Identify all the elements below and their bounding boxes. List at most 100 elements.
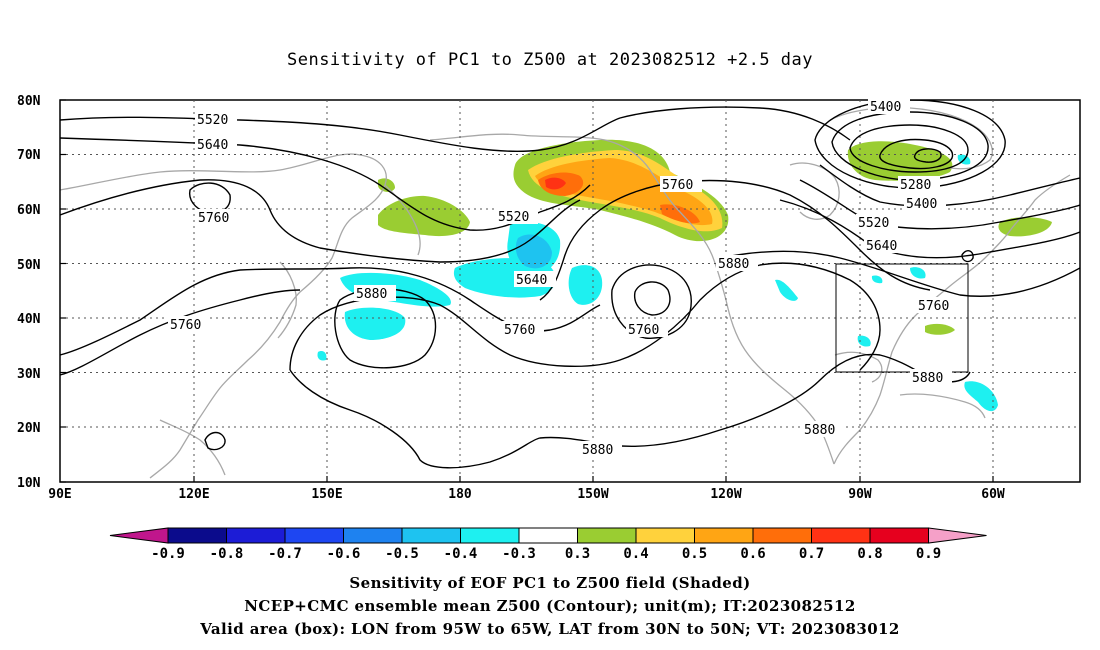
contour-label-5400b: 5400 [904,195,946,212]
colorbar-label: -0.5 [385,546,419,562]
coast-asia [60,153,387,479]
contour-label-5640a: 5640 [195,136,237,153]
coast-hudson [789,162,840,220]
colorbar-label: 0.3 [565,546,590,562]
svg-text:5880: 5880 [582,443,613,458]
colorbar-swatch [226,527,286,544]
svg-text:5760: 5760 [170,318,201,333]
colorbar-swatch [577,527,637,544]
contour-5520-north [60,106,851,153]
contour-labels: 5400 5520 5640 5760 5760 5520 5640 5880 … [168,98,958,458]
colorbar-label: -0.7 [268,546,302,562]
contour-label-5400a: 5400 [868,98,910,115]
colorbar-label: 0.4 [623,546,648,562]
contour-label-5880a: 5880 [354,285,396,302]
contour-5760-loop [188,182,231,214]
lat-label: 60N [17,203,41,218]
svg-text:5760: 5760 [918,299,949,314]
caption-line-3: Valid area (box): LON from 95W to 65W, L… [200,620,900,638]
contour-label-5760b: 5760 [660,176,702,193]
contour-label-5520b: 5520 [496,208,538,225]
lat-label: 80N [17,94,41,109]
shade-cyan-spot3 [857,335,871,347]
colorbar-swatch [284,527,344,544]
colorbar-label: 0.7 [799,546,824,562]
contour-label-5520a: 5520 [195,111,237,128]
svg-text:5400: 5400 [906,197,937,212]
contour-low3 [849,124,969,173]
contour-label-5880e: 5880 [580,441,622,458]
colorbar-label: 0.6 [740,546,765,562]
svg-text:5640: 5640 [516,273,547,288]
svg-text:5400: 5400 [870,100,901,115]
svg-text:5280: 5280 [900,178,931,193]
colorbar-left-arrow [109,527,169,544]
lat-label: 70N [17,148,41,163]
contour-label-5640c: 5640 [864,237,906,254]
colorbar-right-arrow [928,527,987,544]
svg-text:5880: 5880 [718,257,749,272]
colorbar-label: -0.8 [210,546,244,562]
svg-text:5640: 5640 [197,138,228,153]
lon-label: 120W [710,487,741,502]
svg-text:5880: 5880 [356,287,387,302]
colorbar-label: 0.9 [916,546,941,562]
colorbar-label: 0.5 [682,546,707,562]
shade-green-spot1 [378,178,395,192]
shade-cyan-pacific2 [344,307,406,340]
contour-label-5760e: 5760 [626,321,668,338]
svg-text:5760: 5760 [504,323,535,338]
shade-cyan-spot2 [775,279,798,301]
svg-text:5640: 5640 [866,239,897,254]
svg-text:5520: 5520 [858,216,889,231]
colorbar-label: -0.3 [502,546,536,562]
shade-green-labrador [998,217,1052,237]
contour-label-5760a: 5760 [196,209,238,226]
svg-text:5880: 5880 [804,423,835,438]
lon-label: 90W [848,487,872,502]
colorbar-swatch [752,527,812,544]
svg-text:5520: 5520 [197,113,228,128]
coast-alaska [429,133,835,465]
contour-low4 [879,138,954,170]
shade-green-east [925,323,955,335]
colorbar-label: -0.4 [444,546,478,562]
svg-text:5760: 5760 [198,211,229,226]
lon-label: 150W [577,487,608,502]
lat-label: 50N [17,258,41,273]
shade-green-siberia [378,195,470,237]
axis-ticks [60,99,994,483]
lat-label: 40N [17,312,41,327]
caption-line-2: NCEP+CMC ensemble mean Z500 (Contour); u… [244,597,856,615]
contour-5640-east [779,199,1080,259]
colorbar-label: -0.6 [327,546,361,562]
colorbar-swatch [343,527,403,544]
colorbar-swatch [401,527,461,544]
contour-label-5760f: 5760 [916,297,958,314]
coast-japan [277,261,297,339]
lon-label: 90E [48,487,71,502]
coastlines [60,106,1071,479]
contour-low5 [913,148,942,163]
colorbar-label: -0.9 [151,546,185,562]
lat-label: 20N [17,421,41,436]
contour-5760-ridge [60,179,581,263]
contour-label-5880c: 5880 [910,369,952,386]
coast-sea [159,419,226,476]
coast-caribbean [899,393,986,419]
shade-darkorange2 [660,204,700,224]
contour-label-5880b: 5880 [716,255,758,272]
shade-cyan-spot5 [964,381,998,412]
colorbar-swatch [694,527,754,544]
shade-cyan-spot4 [910,267,926,279]
colorbar-swatch [460,527,520,544]
shade-red [545,177,566,190]
lon-label: 150E [311,487,342,502]
contour-5880-ring [334,288,437,369]
svg-text:5520: 5520 [498,210,529,225]
coast-gulf [834,351,883,383]
shade-cyan-spot7 [871,275,883,284]
contour-label-5280: 5280 [898,176,940,193]
axis-labels: 80N 70N 60N 50N 40N 30N 20N 10N 90E 120E… [17,94,1005,502]
